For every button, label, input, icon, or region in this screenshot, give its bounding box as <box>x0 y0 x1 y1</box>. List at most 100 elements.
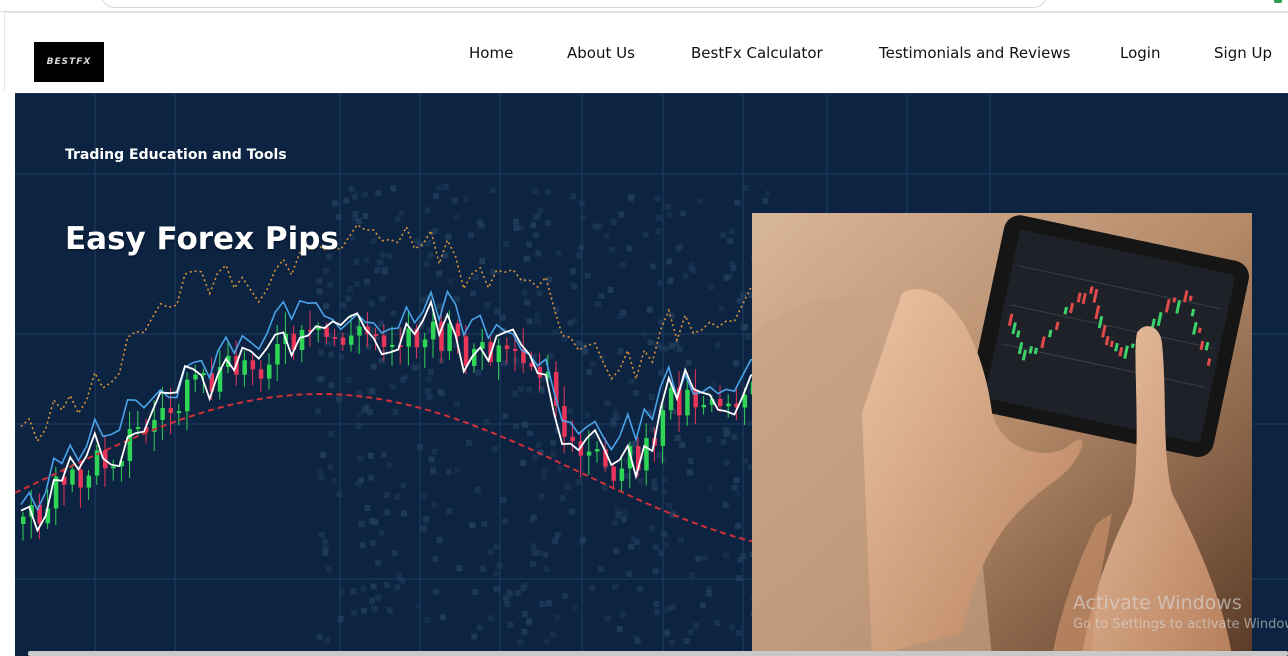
map-dot <box>654 609 661 616</box>
map-dot <box>710 381 717 388</box>
map-dot <box>669 604 676 611</box>
candle-body <box>340 337 346 345</box>
browser-top-strip <box>0 0 1288 12</box>
address-bar[interactable] <box>100 0 1048 8</box>
map-dot <box>496 562 503 569</box>
map-dot <box>338 589 345 596</box>
map-dot <box>504 601 511 608</box>
map-dot <box>507 593 514 600</box>
candle-body <box>242 360 247 375</box>
tablet-candle <box>1007 313 1014 327</box>
map-dot <box>369 597 376 604</box>
tablet-candle <box>1206 358 1212 367</box>
map-dot <box>630 536 637 543</box>
map-dot <box>492 446 498 452</box>
map-dot <box>747 387 754 394</box>
map-dot <box>744 333 751 340</box>
map-dot <box>415 603 422 610</box>
map-dot <box>512 357 519 364</box>
candle-body <box>660 410 666 446</box>
map-dot <box>630 441 637 448</box>
candle-body <box>111 466 116 469</box>
map-dot <box>554 532 561 539</box>
nav-login[interactable]: Login <box>1120 44 1161 62</box>
candle-body <box>53 476 59 509</box>
map-dot <box>348 186 355 193</box>
tablet-candle <box>1190 308 1196 317</box>
map-dot <box>379 295 386 302</box>
map-dot <box>706 436 713 443</box>
candle-body <box>480 342 485 349</box>
nav-home[interactable]: Home <box>469 44 514 62</box>
map-dot <box>355 346 362 353</box>
map-dot <box>363 256 370 263</box>
map-dot <box>386 607 393 614</box>
map-dot <box>433 588 440 595</box>
map-dot <box>736 297 743 304</box>
map-dot <box>481 521 488 528</box>
map-dot <box>595 301 602 308</box>
map-dot <box>337 616 344 622</box>
brand-logo[interactable]: BESTFX <box>34 42 104 82</box>
map-dot <box>445 468 452 475</box>
map-dot <box>530 561 536 568</box>
activate-windows-title: Activate Windows <box>1073 592 1242 614</box>
map-dot <box>453 342 460 349</box>
map-dot <box>448 278 454 285</box>
nav-sign-up[interactable]: Sign Up <box>1214 44 1272 62</box>
candle-body <box>185 379 190 412</box>
candle-body <box>291 333 297 350</box>
map-dot <box>579 539 586 546</box>
map-dot <box>377 529 384 536</box>
map-dot <box>532 454 539 461</box>
map-dot <box>381 268 388 275</box>
map-dot <box>335 214 342 221</box>
map-dot <box>669 512 676 519</box>
map-dot <box>604 616 611 622</box>
map-dot <box>368 474 375 481</box>
map-dot <box>324 637 331 644</box>
candle-body <box>135 427 141 430</box>
map-dot <box>628 378 635 385</box>
map-dot <box>430 469 437 475</box>
map-dot <box>355 480 361 487</box>
site-navbar: BESTFX Home About Us BestFx Calculator T… <box>4 12 1288 92</box>
map-dot <box>730 265 737 272</box>
map-dot <box>487 549 494 556</box>
map-dot <box>578 244 585 251</box>
map-dot <box>655 342 662 349</box>
map-dot <box>526 386 533 393</box>
nav-bestfx-calculator[interactable]: BestFx Calculator <box>691 44 823 62</box>
map-dot <box>432 228 439 234</box>
map-dot <box>472 588 479 595</box>
map-dot <box>431 501 438 508</box>
map-dot <box>436 536 443 543</box>
map-dot <box>728 228 735 235</box>
map-dot <box>463 196 470 203</box>
candle-body <box>390 345 395 347</box>
map-dot <box>664 631 671 638</box>
horizontal-scrollbar[interactable] <box>28 651 1288 656</box>
map-dot <box>677 244 684 251</box>
nav-about-us[interactable]: About Us <box>567 44 635 62</box>
map-dot <box>660 456 667 463</box>
map-dot <box>414 238 421 245</box>
map-dot <box>469 522 476 529</box>
map-dot <box>534 319 541 326</box>
map-dot <box>647 339 654 346</box>
map-dot <box>544 220 551 227</box>
map-dot <box>613 413 620 420</box>
map-dot <box>494 308 501 315</box>
map-dot <box>453 214 460 221</box>
map-dot <box>316 277 323 284</box>
candle-body <box>267 364 272 379</box>
map-dot <box>722 552 729 559</box>
map-dot <box>359 520 366 527</box>
map-dot <box>697 198 704 205</box>
map-dot <box>621 509 628 516</box>
nav-testimonials[interactable]: Testimonials and Reviews <box>879 44 1071 62</box>
tablet-candle <box>1040 336 1046 349</box>
map-dot <box>476 624 483 631</box>
map-dot <box>536 289 543 296</box>
map-dot <box>417 241 424 248</box>
